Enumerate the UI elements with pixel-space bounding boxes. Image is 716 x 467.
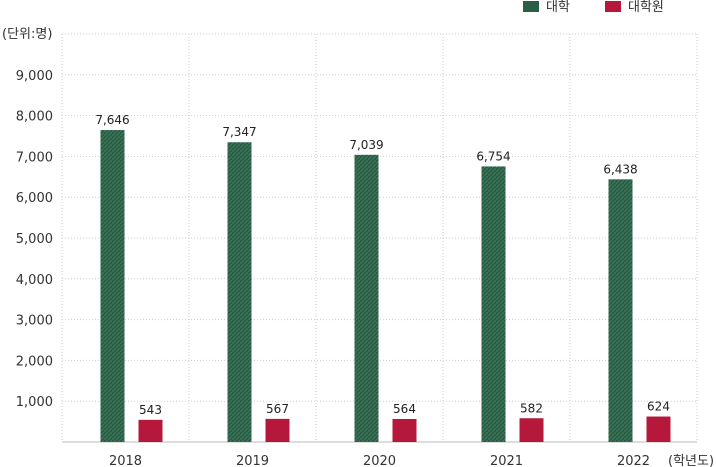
bar-university-2022 (608, 179, 633, 443)
data-label: 582 (520, 401, 543, 415)
bar-university-2021 (481, 166, 506, 442)
bar-graduate-2018 (138, 419, 163, 442)
x-tick-label: 2022 (617, 454, 650, 467)
y-tick-label: 2,000 (16, 354, 53, 369)
data-label: 624 (647, 400, 670, 414)
bar-university-2019 (227, 142, 252, 442)
y-unit-label: (단위:명) (2, 27, 52, 42)
bar-university-2020 (354, 154, 379, 442)
legend-swatch-university (523, 1, 539, 12)
bars (100, 130, 671, 443)
data-label: 6,438 (603, 162, 637, 176)
x-tick-label: 2018 (109, 454, 142, 467)
x-tick-label: 2019 (236, 454, 269, 467)
legend: 대학 대학원 (523, 0, 664, 15)
legend-label-university: 대학 (546, 0, 570, 15)
data-label: 564 (393, 402, 416, 416)
bar-graduate-2022 (646, 416, 671, 442)
y-tick-label: 6,000 (16, 191, 53, 206)
data-label: 7,347 (222, 125, 256, 139)
legend-label-graduate: 대학원 (628, 0, 664, 15)
data-label: 7,646 (95, 113, 129, 127)
y-tick-label: 4,000 (16, 273, 53, 288)
data-label: 7,039 (349, 138, 383, 152)
x-tick-label: 2021 (490, 454, 523, 467)
y-tick-label: 3,000 (16, 314, 53, 329)
bar-graduate-2020 (392, 418, 417, 442)
legend-swatch-graduate (605, 1, 621, 12)
data-label: 6,754 (476, 149, 510, 163)
data-label: 567 (266, 402, 289, 416)
data-labels: 7,646 7,347 7,039 6,754 6,438 543 567 564 582 624 (95, 113, 670, 417)
y-tick-label: 1,000 (16, 395, 53, 410)
x-unit-label: (학년도) (668, 454, 714, 467)
y-tick-label: 7,000 (16, 150, 53, 165)
bar-graduate-2021 (519, 418, 544, 442)
x-tick-label: 2020 (363, 454, 396, 467)
bar-graduate-2019 (265, 418, 290, 442)
y-tick-label: 5,000 (16, 232, 53, 247)
y-axis-ticks: 1,000 2,000 3,000 4,000 5,000 6,000 7,000 8,000… (16, 69, 53, 410)
y-tick-label: 9,000 (16, 69, 53, 84)
y-tick-label: 8,000 (16, 110, 53, 125)
bar-university-2018 (100, 130, 125, 442)
grid-lines (61, 33, 698, 443)
data-label: 543 (139, 403, 162, 417)
x-axis-ticks: 2018 2019 2020 2021 2022 (109, 454, 650, 467)
